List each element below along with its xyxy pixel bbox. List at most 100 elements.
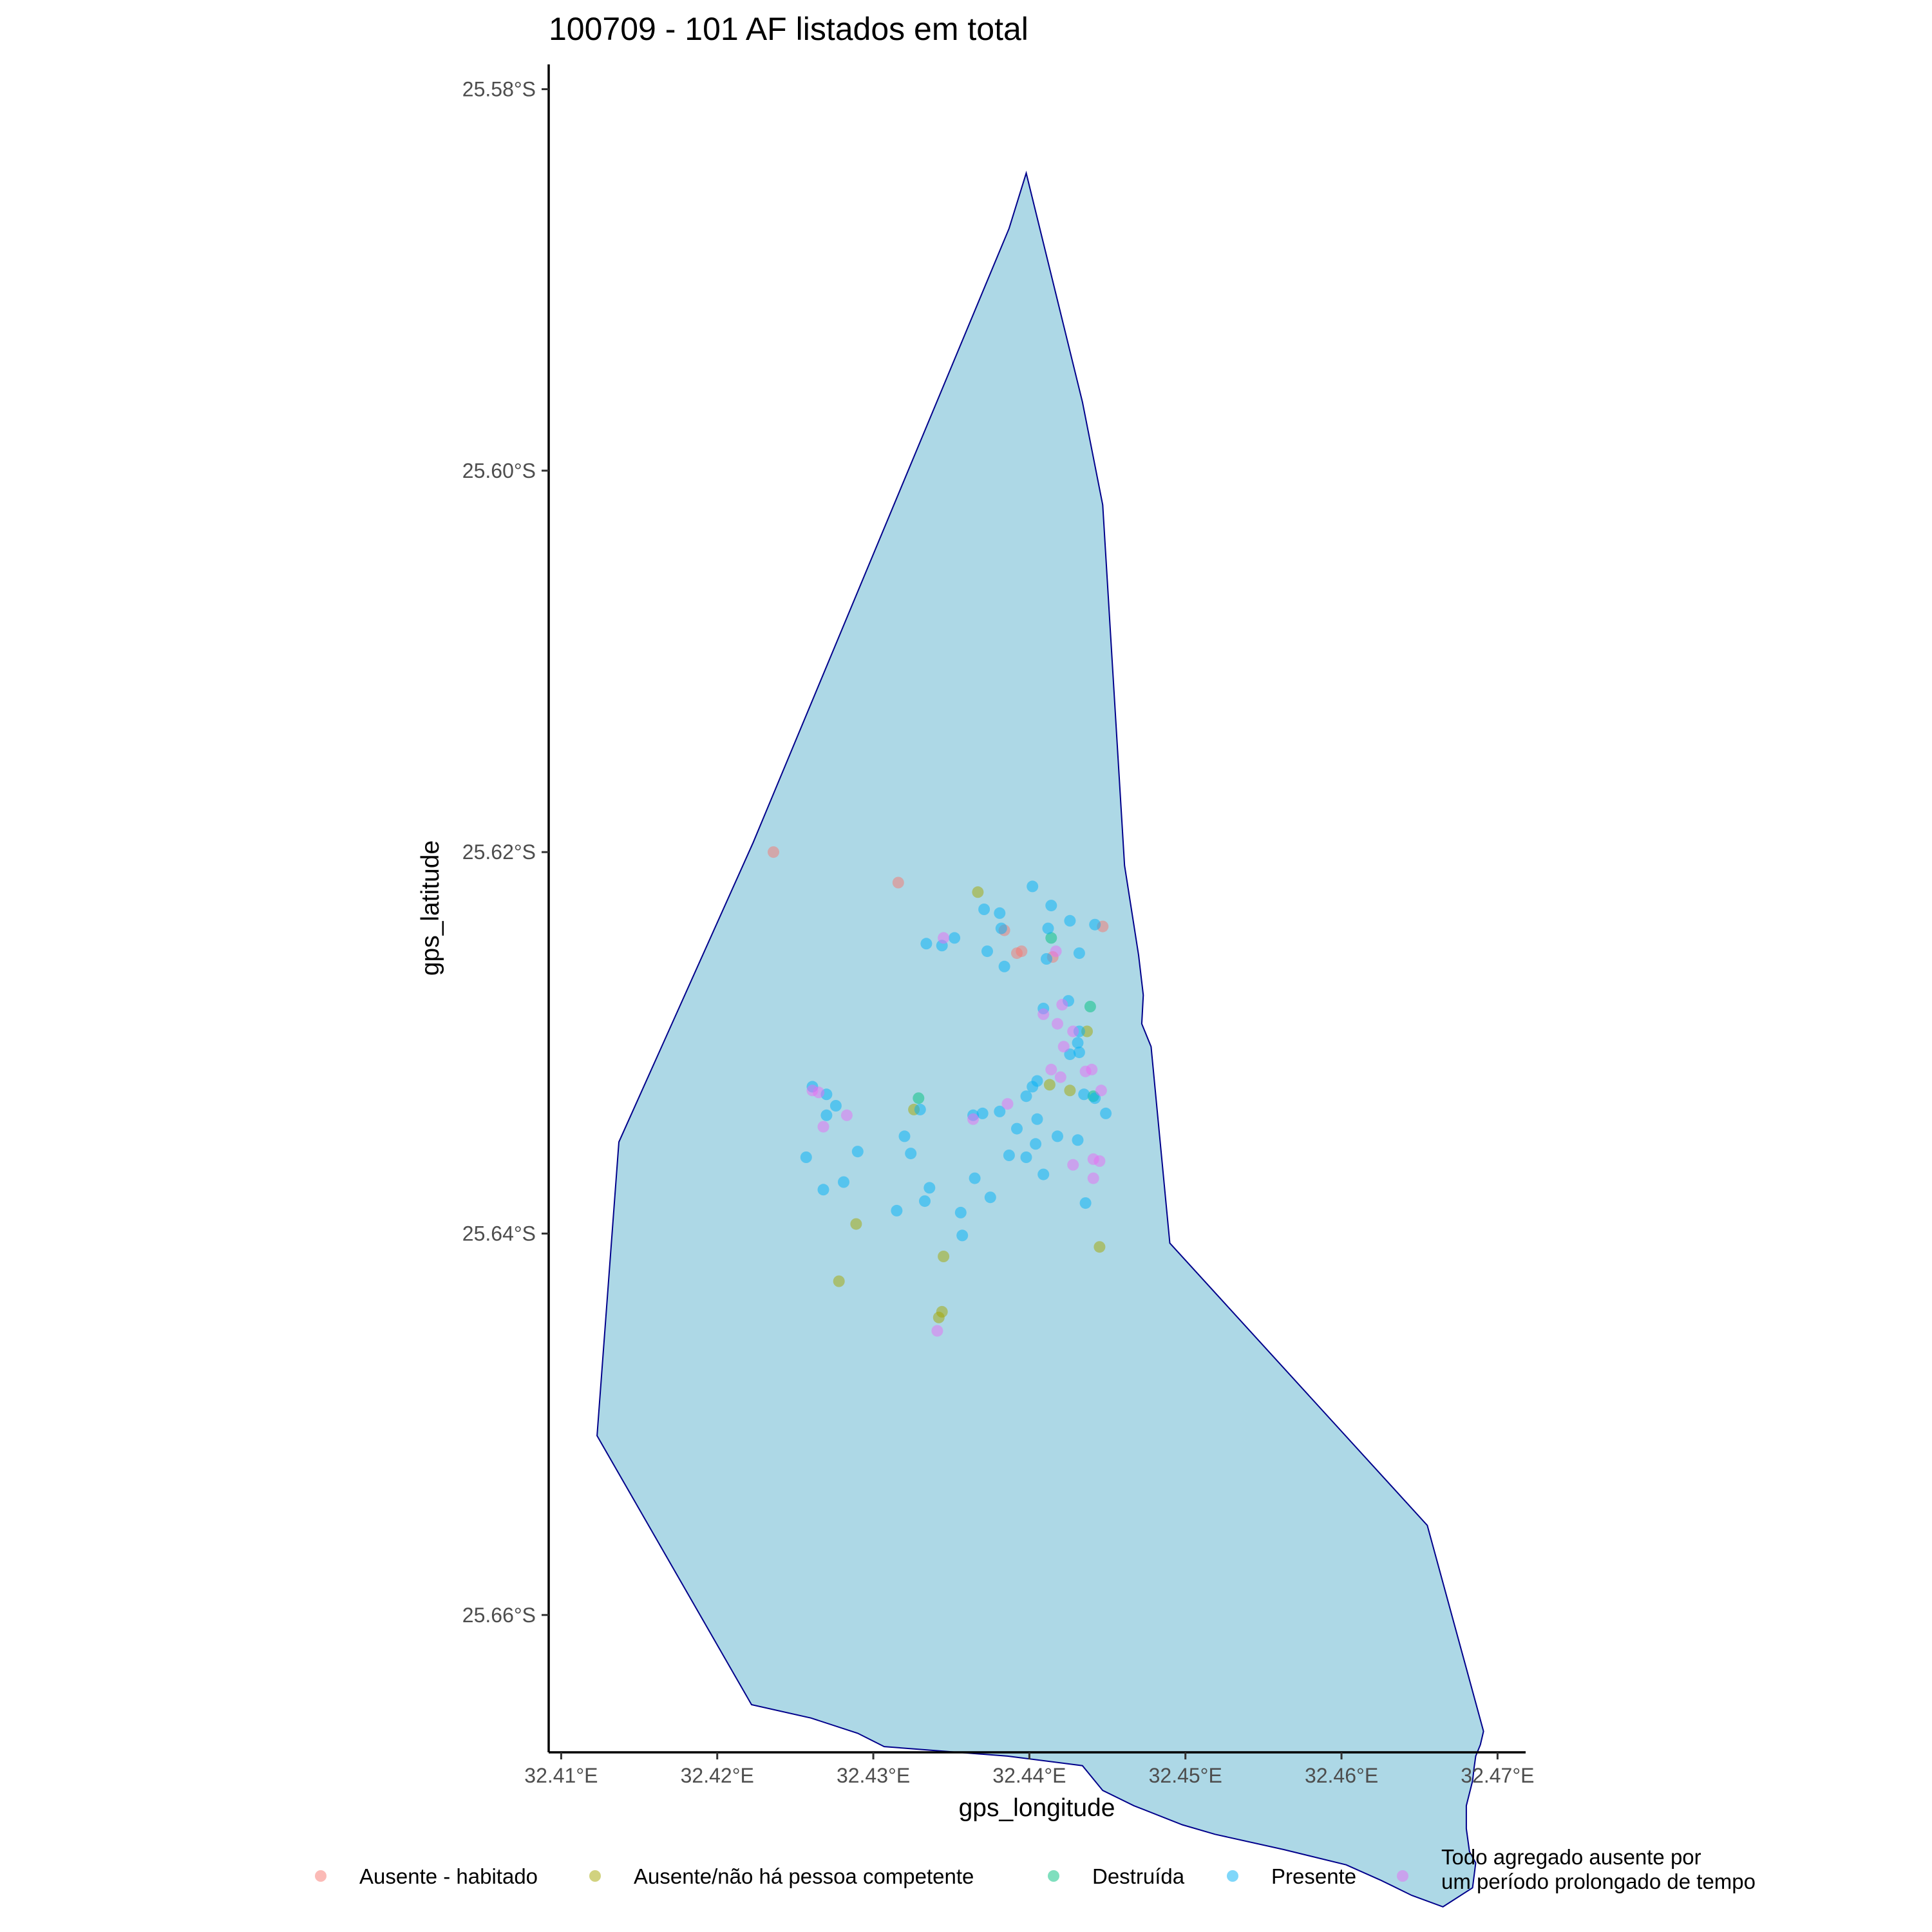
y-tick-label: 25.64°S bbox=[462, 1222, 536, 1245]
data-point bbox=[1078, 1088, 1090, 1101]
data-point bbox=[851, 1146, 864, 1158]
data-point bbox=[984, 1191, 996, 1204]
y-axis-title: gps_latitude bbox=[417, 840, 444, 976]
x-axis-ticks: 32.41°E 32.42°E 32.43°E 32.44°E 32.45°E 32.46… bbox=[524, 1752, 1534, 1787]
legend-key bbox=[1227, 1870, 1238, 1882]
data-point bbox=[892, 876, 904, 889]
household-points bbox=[768, 846, 1112, 1337]
data-point bbox=[1095, 1084, 1107, 1097]
data-point bbox=[1089, 918, 1101, 931]
data-point bbox=[1016, 945, 1028, 958]
data-point bbox=[1030, 1138, 1042, 1150]
data-point bbox=[967, 1113, 980, 1125]
data-point bbox=[1064, 914, 1076, 927]
plot-panel bbox=[596, 171, 1484, 1908]
data-point bbox=[938, 932, 950, 944]
data-point bbox=[1084, 1001, 1096, 1012]
data-point bbox=[829, 1100, 842, 1112]
x-tick-label: 32.45°E bbox=[1149, 1764, 1222, 1787]
data-point bbox=[838, 1176, 849, 1188]
data-point bbox=[1037, 1008, 1050, 1020]
data-point bbox=[1027, 880, 1039, 893]
data-point bbox=[1073, 1046, 1085, 1059]
data-point bbox=[905, 1148, 917, 1160]
data-point bbox=[898, 1130, 911, 1142]
data-point bbox=[998, 960, 1010, 972]
data-point bbox=[1041, 953, 1052, 965]
data-point bbox=[1020, 1151, 1032, 1163]
data-point bbox=[976, 1107, 989, 1119]
data-point bbox=[1011, 1122, 1023, 1135]
data-point bbox=[978, 904, 990, 915]
data-point bbox=[1072, 1037, 1084, 1049]
data-point bbox=[1079, 1197, 1092, 1209]
data-point bbox=[1073, 947, 1085, 960]
data-point bbox=[1052, 1018, 1063, 1030]
x-tick-label: 32.44°E bbox=[992, 1764, 1066, 1787]
data-point bbox=[1052, 1130, 1063, 1142]
data-point bbox=[817, 1121, 829, 1133]
legend-item: Destruída bbox=[1048, 1864, 1185, 1888]
legend: Ausente - habitado Ausente/não há pessoa … bbox=[315, 1845, 1756, 1893]
data-point bbox=[840, 1109, 853, 1121]
x-tick-label: 32.42°E bbox=[681, 1764, 754, 1787]
legend-item: Presente bbox=[1227, 1864, 1356, 1888]
data-point bbox=[994, 907, 1006, 919]
data-point bbox=[1094, 1241, 1106, 1253]
data-point bbox=[1001, 1098, 1014, 1110]
y-tick-label: 25.66°S bbox=[462, 1604, 536, 1627]
data-point bbox=[1067, 1159, 1079, 1171]
legend-key bbox=[589, 1870, 601, 1882]
data-point bbox=[920, 938, 933, 950]
data-point bbox=[1050, 945, 1062, 958]
legend-label: Destruída bbox=[1092, 1864, 1185, 1888]
x-tick-label: 32.41°E bbox=[524, 1764, 598, 1787]
legend-label: Todo agregado ausente por um período prol… bbox=[1441, 1845, 1756, 1893]
data-point bbox=[1045, 1063, 1057, 1075]
axes: 32.41°E 32.42°E 32.43°E 32.44°E 32.45°E 32.46… bbox=[462, 64, 1534, 1787]
x-tick-label: 32.43°E bbox=[837, 1764, 910, 1787]
data-point bbox=[1020, 1090, 1032, 1103]
data-point bbox=[820, 1109, 833, 1121]
data-point bbox=[1003, 1150, 1015, 1161]
data-point bbox=[1067, 1025, 1079, 1037]
data-point bbox=[813, 1086, 825, 1099]
data-point bbox=[1086, 1063, 1098, 1075]
data-point bbox=[919, 1195, 931, 1208]
data-point bbox=[1089, 1092, 1101, 1104]
data-point bbox=[1064, 1084, 1076, 1097]
y-tick-label: 25.62°S bbox=[462, 840, 536, 864]
data-point bbox=[800, 1151, 812, 1163]
data-point bbox=[956, 1229, 969, 1242]
data-point bbox=[1087, 1172, 1099, 1184]
data-point bbox=[1056, 999, 1068, 1011]
data-point bbox=[995, 922, 1007, 934]
data-point bbox=[1031, 1113, 1043, 1125]
area-boundary-polygon bbox=[596, 171, 1484, 1908]
data-point bbox=[914, 1103, 926, 1115]
data-point bbox=[981, 945, 993, 958]
data-point bbox=[1045, 932, 1057, 944]
data-point bbox=[923, 1182, 936, 1194]
data-point bbox=[949, 932, 961, 944]
data-point bbox=[931, 1325, 943, 1337]
x-axis-title: gps_longitude bbox=[959, 1794, 1115, 1822]
y-tick-label: 25.60°S bbox=[462, 459, 536, 482]
data-point bbox=[817, 1184, 829, 1196]
plot-title: 100709 - 101 AF listados em total bbox=[549, 11, 1028, 47]
data-point bbox=[891, 1204, 903, 1217]
legend-label: Ausente/não há pessoa competente bbox=[634, 1864, 974, 1888]
data-point bbox=[1057, 1041, 1070, 1053]
data-point bbox=[1045, 900, 1057, 912]
legend-key bbox=[1397, 1870, 1408, 1882]
x-tick-label: 32.47°E bbox=[1461, 1764, 1534, 1787]
data-point bbox=[1054, 1071, 1066, 1083]
data-point bbox=[1043, 1079, 1056, 1091]
data-point bbox=[913, 1092, 925, 1104]
data-point bbox=[933, 1311, 945, 1323]
data-point bbox=[768, 846, 779, 858]
data-point bbox=[938, 1251, 950, 1262]
legend-item: Ausente/não há pessoa competente bbox=[589, 1864, 974, 1888]
legend-key bbox=[315, 1870, 327, 1882]
data-point bbox=[833, 1275, 845, 1287]
